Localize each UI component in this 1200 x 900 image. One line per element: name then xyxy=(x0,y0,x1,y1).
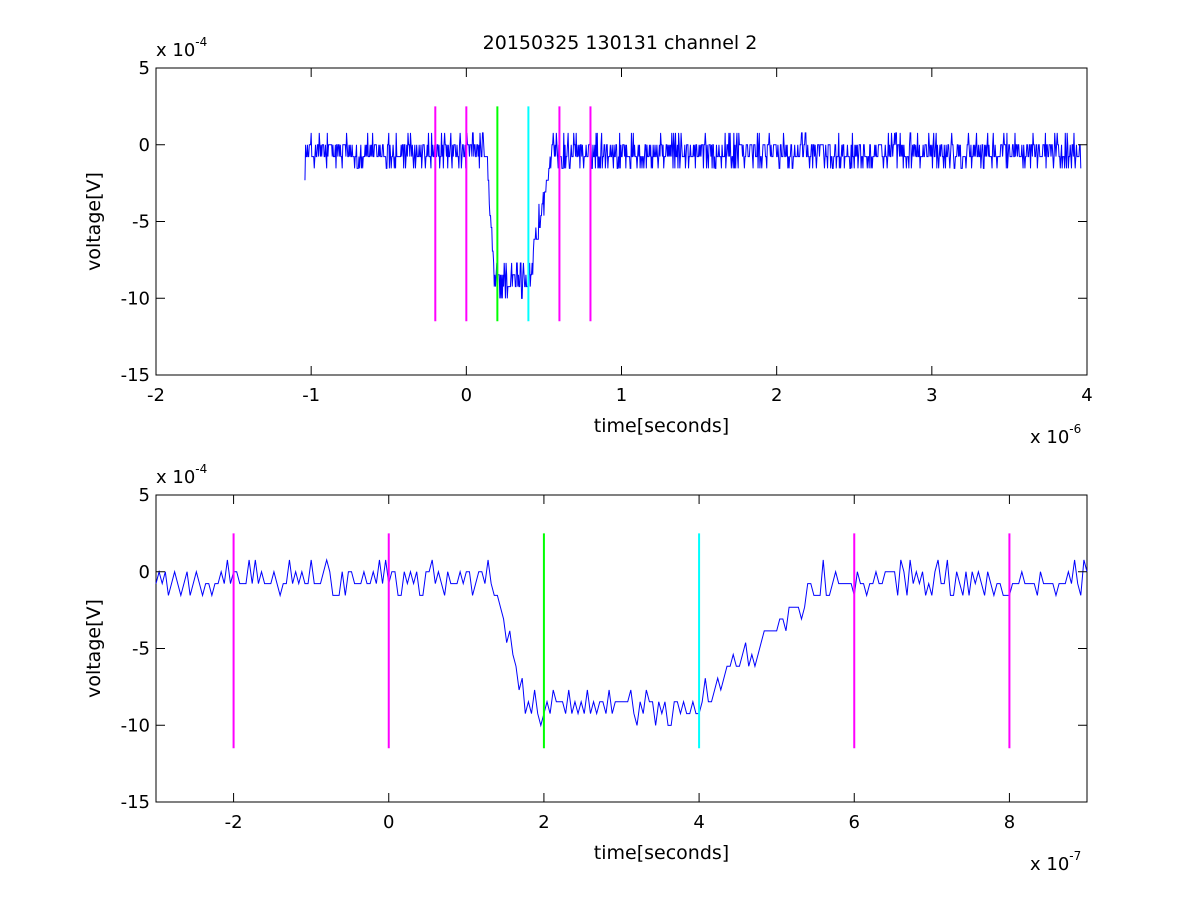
top-subplot: -2 -1 0 1 2 3 450-5-10-15time[seconds]voltage[… xyxy=(83,35,1093,448)
y-tick-label: 0 xyxy=(139,562,150,583)
y-tick-label: -5 xyxy=(132,212,150,233)
y-tick-label: -5 xyxy=(132,639,150,660)
bottom-subplot: -2 0 2 4 6 8 5 0 -5 -10 -15 time[seconds] voltage[V]… xyxy=(83,462,1088,875)
x-tick-label: -2 xyxy=(147,385,165,406)
x-axis-label: time[seconds] xyxy=(594,415,729,437)
x-tick-label: -1 xyxy=(302,385,320,406)
x-tick-label: 0 xyxy=(461,385,472,406)
x-tick-label: 2 xyxy=(771,385,782,406)
y-tick-label: 0 xyxy=(139,135,150,156)
y-tick-label: 5 xyxy=(139,485,150,506)
x-tick-label: -2 xyxy=(225,812,243,833)
x-tick-label: 4 xyxy=(693,812,704,833)
y-tick-label: -10 xyxy=(121,715,150,736)
y-axis-label: voltage[V] xyxy=(83,599,105,698)
x-axis-label: time[seconds] xyxy=(594,842,729,864)
x-tick-label: 3 xyxy=(926,385,937,406)
y-exponent-label: x 10-4 xyxy=(156,462,207,488)
x-tick-label: 6 xyxy=(849,812,860,833)
y-exponent-label: x 10-4 xyxy=(156,35,207,61)
figure-title: 20150325 130131 channel 2 xyxy=(483,32,758,54)
y-tick-label: -10 xyxy=(121,288,150,309)
x-tick-label: 4 xyxy=(1081,385,1092,406)
y-tick-label: 5 xyxy=(139,58,150,79)
signal-line xyxy=(304,132,1082,299)
axes-frame xyxy=(155,67,1088,376)
x-exponent-label: x 10-6 xyxy=(1030,422,1081,448)
x-tick-label: 1 xyxy=(616,385,627,406)
y-tick-label: -15 xyxy=(121,365,150,386)
signal-line xyxy=(155,557,1088,728)
y-axis-label: voltage[V] xyxy=(83,172,105,271)
y-tick-label: -15 xyxy=(121,792,150,813)
x-tick-label: 8 xyxy=(1004,812,1015,833)
x-exponent-label: x 10-7 xyxy=(1030,849,1081,875)
x-tick-label: 0 xyxy=(383,812,394,833)
x-tick-label: 2 xyxy=(538,812,549,833)
axes-frame xyxy=(155,494,1088,803)
